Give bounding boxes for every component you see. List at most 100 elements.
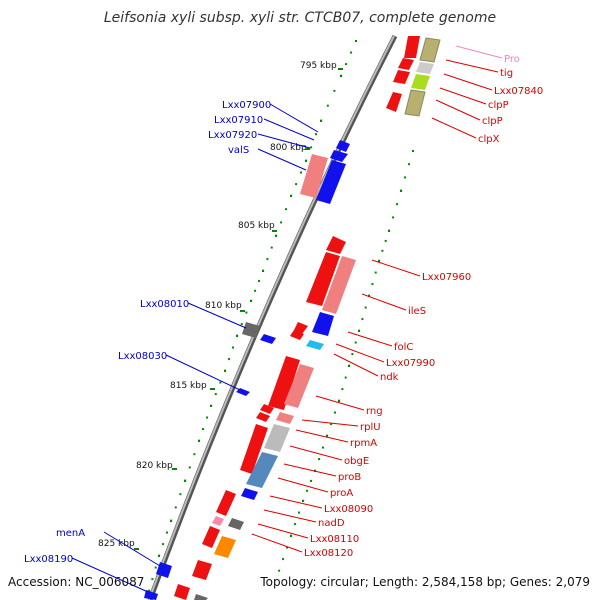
gene-arrow	[276, 412, 294, 424]
tick-dot	[400, 190, 402, 192]
tick-dot	[162, 543, 165, 546]
gene-arrow	[386, 92, 402, 112]
tick-dot	[378, 260, 380, 262]
label-leaders	[71, 45, 503, 593]
tick-dot	[412, 150, 414, 152]
gene-arrow	[316, 160, 346, 204]
gene-label-vals: valS	[228, 145, 249, 156]
gene-label-lxx07910: Lxx07910	[214, 115, 263, 126]
ruler-label: 810 kbp	[205, 301, 242, 311]
tick-dot	[404, 176, 407, 179]
tick-dot	[326, 104, 329, 107]
tick-dot	[330, 423, 333, 426]
leader-line	[257, 133, 311, 149]
tick-dot	[179, 493, 182, 496]
tick-dot	[170, 520, 172, 522]
leader-line	[361, 293, 407, 311]
tick-dot	[278, 569, 281, 572]
tick-dot	[340, 75, 342, 77]
gene-label-clpx: clpX	[478, 134, 500, 145]
gene-arrow	[268, 356, 300, 410]
leader-line	[455, 45, 503, 59]
genome-summary: Topology: circular; Length: 2,584,158 bp…	[259, 575, 590, 589]
tick-dot	[334, 411, 337, 414]
gene-label-folc: folC	[394, 342, 413, 353]
leader-line	[103, 531, 161, 567]
tick-dot	[350, 51, 353, 54]
gene-arrow	[294, 322, 308, 334]
map-title: Leifsonia xyli subsp. xyli str. CTCB07, …	[104, 10, 496, 26]
tick-dot	[318, 458, 321, 461]
gene-arrow	[240, 424, 268, 474]
gene-label-rng: rng	[366, 406, 383, 417]
tick-dot	[219, 381, 222, 384]
tick-dot	[198, 440, 200, 442]
ruler-tick	[172, 468, 177, 470]
tick-dot	[368, 295, 370, 297]
gene-label-lxx07840: Lxx07840	[494, 86, 543, 97]
ruler-tick	[134, 548, 139, 550]
tick-dot	[290, 195, 292, 197]
tick-dot	[344, 376, 347, 379]
tick-dot	[286, 546, 289, 549]
gene-label-lxx08190: Lxx08190	[24, 554, 73, 565]
ruler-label: 820 kbp	[136, 461, 173, 471]
leader-line	[71, 557, 149, 593]
tick-dot	[158, 555, 160, 557]
gene-label-lxx08030: Lxx08030	[118, 351, 167, 362]
tick-dot	[250, 300, 252, 302]
tick-dot	[298, 511, 301, 514]
tick-dot	[154, 566, 157, 569]
tick-dot	[302, 500, 304, 502]
gene-label-obge: obgE	[344, 456, 369, 467]
tick-dot	[361, 318, 364, 321]
tick-dot	[364, 306, 367, 309]
tick-dot	[206, 416, 209, 419]
gene-arrow	[246, 452, 278, 488]
gene-arrow	[336, 140, 350, 152]
gene-arrow	[260, 404, 274, 414]
ruler-tick	[240, 310, 245, 312]
gene-label-lxx07900: Lxx07900	[222, 100, 271, 111]
leader-line	[347, 331, 393, 347]
gene-arrow	[174, 584, 190, 600]
leader-line	[335, 343, 385, 363]
tick-dot	[228, 358, 231, 361]
gene-arrow	[260, 334, 276, 344]
tick-dot	[290, 535, 292, 537]
gene-label-prob: proB	[338, 472, 361, 483]
gene-label-pro: Pro	[504, 54, 520, 65]
gene-arrow	[216, 490, 236, 516]
gene-arrow	[419, 37, 441, 63]
leader-line	[257, 523, 309, 539]
tick-dot	[285, 208, 288, 211]
leader-line	[439, 87, 487, 105]
leader-line	[263, 118, 315, 141]
gene-arrow	[393, 70, 410, 84]
gene-arrow	[144, 590, 158, 600]
tick-dot	[396, 203, 399, 206]
tick-dot	[322, 446, 325, 449]
tick-dot	[282, 558, 285, 561]
tick-dot	[232, 346, 235, 349]
gene-arrow	[416, 62, 434, 74]
tick-dot	[358, 330, 360, 332]
tick-dot	[333, 89, 336, 92]
gene-arrow	[284, 364, 314, 408]
gene-arrow	[256, 412, 270, 422]
tick-dot	[254, 289, 257, 292]
gene-label-lxx08120: Lxx08120	[304, 548, 353, 559]
tick-dot	[262, 270, 264, 272]
tick-dot	[275, 235, 277, 237]
leader-line	[165, 354, 241, 391]
gene-label-ndk: ndk	[380, 372, 399, 383]
tick-dot	[240, 323, 243, 326]
gene-arrow	[326, 236, 346, 254]
leader-line	[277, 477, 329, 493]
tick-dot	[245, 311, 248, 314]
gene-arrow	[202, 526, 220, 548]
ruler-tick	[338, 68, 343, 70]
tick-dot	[174, 506, 177, 509]
leader-line	[301, 419, 359, 427]
